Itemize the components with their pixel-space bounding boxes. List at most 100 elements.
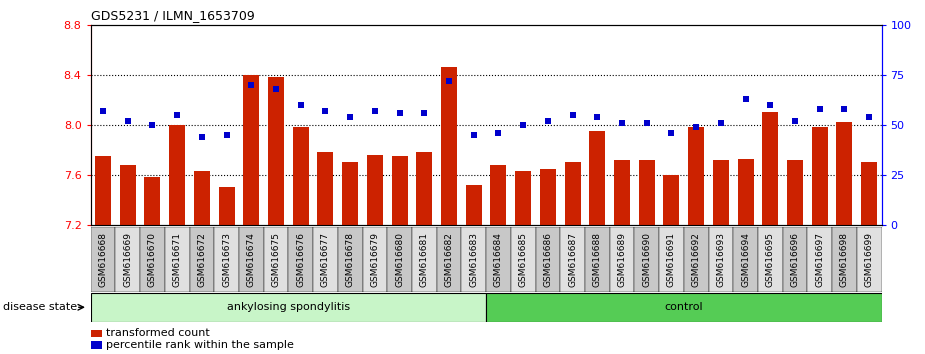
Bar <box>91 293 487 321</box>
Bar <box>391 156 408 225</box>
Text: GSM616673: GSM616673 <box>222 232 231 287</box>
Bar <box>787 160 803 225</box>
Bar <box>487 227 511 292</box>
Bar <box>808 227 832 292</box>
Text: GDS5231 / ILMN_1653709: GDS5231 / ILMN_1653709 <box>91 9 254 22</box>
Text: GSM616674: GSM616674 <box>247 232 256 287</box>
Bar <box>832 227 857 292</box>
Point <box>516 122 531 127</box>
Text: GSM616697: GSM616697 <box>815 232 824 287</box>
Bar <box>342 162 358 225</box>
Bar <box>144 177 160 225</box>
Bar <box>857 227 882 292</box>
Text: GSM616691: GSM616691 <box>667 232 676 287</box>
Bar <box>812 127 828 225</box>
Point <box>244 82 259 88</box>
Text: GSM616668: GSM616668 <box>98 232 107 287</box>
Bar <box>268 77 284 225</box>
Bar <box>243 75 259 225</box>
Point <box>343 114 358 120</box>
Text: control: control <box>664 302 703 312</box>
Bar <box>190 227 215 292</box>
Text: GSM616681: GSM616681 <box>420 232 429 287</box>
Text: GSM616684: GSM616684 <box>494 232 503 287</box>
Text: percentile rank within the sample: percentile rank within the sample <box>106 340 294 350</box>
Bar <box>465 185 482 225</box>
Point <box>95 108 110 114</box>
Bar <box>388 227 412 292</box>
Text: GSM616669: GSM616669 <box>123 232 132 287</box>
Bar <box>289 227 313 292</box>
Point <box>441 78 456 84</box>
Text: GSM616688: GSM616688 <box>593 232 602 287</box>
Text: ankylosing spondylitis: ankylosing spondylitis <box>227 302 350 312</box>
Bar <box>758 227 783 292</box>
Bar <box>416 152 432 225</box>
Text: GSM616690: GSM616690 <box>642 232 651 287</box>
Text: GSM616682: GSM616682 <box>445 232 453 287</box>
Point <box>417 110 432 116</box>
Bar <box>561 227 585 292</box>
Text: GSM616678: GSM616678 <box>346 232 354 287</box>
Point <box>837 106 852 112</box>
Bar <box>317 152 334 225</box>
Bar <box>709 227 734 292</box>
Text: GSM616689: GSM616689 <box>618 232 626 287</box>
Point <box>540 118 555 124</box>
Text: transformed count: transformed count <box>106 329 210 338</box>
Text: GSM616671: GSM616671 <box>173 232 181 287</box>
Bar <box>564 162 581 225</box>
Bar <box>363 227 388 292</box>
Point <box>713 120 728 126</box>
Bar <box>367 155 383 225</box>
Bar <box>218 187 235 225</box>
Bar <box>313 227 338 292</box>
Text: GSM616694: GSM616694 <box>741 232 750 287</box>
Text: GSM616675: GSM616675 <box>272 232 280 287</box>
Point <box>219 132 234 138</box>
Bar <box>783 227 808 292</box>
Point <box>293 102 308 108</box>
Bar <box>490 165 507 225</box>
Bar <box>215 227 239 292</box>
Bar <box>140 227 165 292</box>
Bar <box>437 227 462 292</box>
Bar <box>585 227 610 292</box>
Point <box>614 120 629 126</box>
Bar <box>119 165 136 225</box>
Bar <box>734 227 758 292</box>
Text: GSM616679: GSM616679 <box>370 232 379 287</box>
Bar <box>663 175 680 225</box>
Point <box>862 114 877 120</box>
Point <box>392 110 407 116</box>
Bar <box>861 162 877 225</box>
Bar <box>116 227 140 292</box>
Bar <box>165 227 190 292</box>
Bar <box>688 127 704 225</box>
Bar <box>836 122 853 225</box>
Text: GSM616698: GSM616698 <box>840 232 849 287</box>
Bar <box>589 131 605 225</box>
Bar <box>684 227 709 292</box>
Point <box>170 112 185 118</box>
Bar <box>412 227 437 292</box>
Bar <box>511 227 536 292</box>
Bar <box>762 112 778 225</box>
Bar <box>91 227 116 292</box>
Text: GSM616685: GSM616685 <box>519 232 527 287</box>
Bar <box>338 227 363 292</box>
Bar <box>737 159 754 225</box>
Point <box>664 130 679 136</box>
Bar <box>638 160 655 225</box>
Bar <box>169 125 185 225</box>
Bar <box>536 227 561 292</box>
Bar <box>713 160 729 225</box>
Point <box>590 114 605 120</box>
Point <box>689 124 704 130</box>
Text: GSM616680: GSM616680 <box>395 232 404 287</box>
Bar <box>614 160 630 225</box>
Point <box>367 108 382 114</box>
Point <box>268 86 283 92</box>
Text: GSM616695: GSM616695 <box>766 232 775 287</box>
Bar <box>194 171 210 225</box>
